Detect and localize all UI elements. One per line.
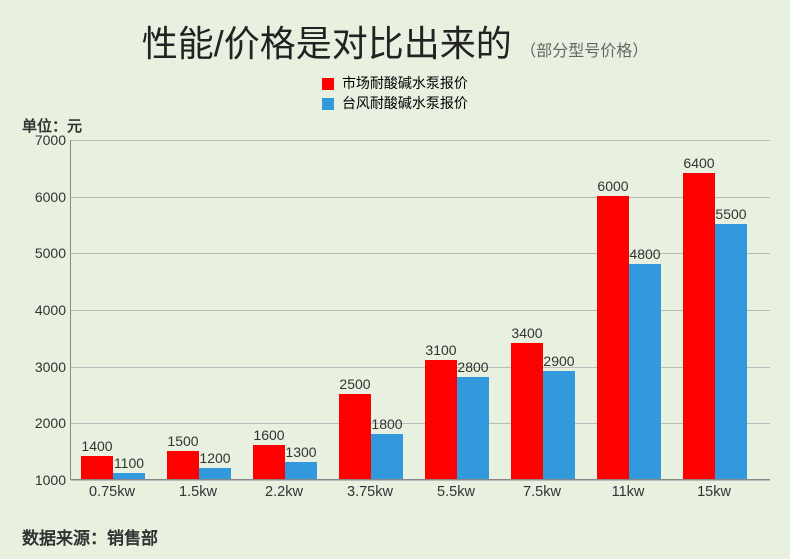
grid-line	[71, 197, 770, 198]
y-tick-label: 4000	[22, 302, 66, 318]
bar-series-a	[597, 196, 629, 479]
bar-label-b: 1300	[281, 444, 321, 460]
x-tick-label: 11kw	[585, 484, 671, 500]
bar-label-a: 1600	[249, 427, 289, 443]
bar-series-b	[457, 377, 489, 479]
legend-item-b: 台风耐酸碱水泵报价	[0, 93, 790, 113]
bar-series-b	[371, 434, 403, 479]
legend-swatch-a	[322, 78, 334, 90]
grid-line	[71, 310, 770, 311]
y-tick-label: 1000	[22, 472, 66, 488]
bar-label-a: 1400	[77, 438, 117, 454]
bar-label-b: 1100	[109, 455, 149, 471]
bar-series-a	[339, 394, 371, 479]
bar-series-b	[715, 224, 747, 479]
grid-line	[71, 480, 770, 481]
bar-label-b: 2800	[453, 359, 493, 375]
bar-label-a: 6400	[679, 155, 719, 171]
bar-label-a: 1500	[163, 433, 203, 449]
grid-line	[71, 140, 770, 141]
plot-area: 14001100 15001200 16001300 2500 1800 31002800…	[70, 140, 770, 480]
grid-line	[71, 253, 770, 254]
bar-label-b: 2900	[539, 353, 579, 369]
y-tick-label: 3000	[22, 359, 66, 375]
bar-series-b	[285, 462, 317, 479]
grid-line	[71, 367, 770, 368]
chart: 1000200030004000500060007000 14001100150…	[22, 140, 770, 500]
bar-series-b	[543, 371, 575, 479]
bar-series-b	[629, 264, 661, 479]
y-tick-label: 7000	[22, 132, 66, 148]
source-label: 数据来源：销售部	[22, 524, 158, 549]
bar-label-b: 4800	[625, 246, 665, 262]
grid-line	[71, 423, 770, 424]
bar-label-b: 1800	[367, 416, 407, 432]
bar-series-a	[425, 360, 457, 479]
bar-label-b: 1200	[195, 450, 235, 466]
x-tick-label: 5.5kw	[413, 484, 499, 500]
bar-label-a: 6000	[593, 178, 633, 194]
x-tick-label: 15kw	[671, 484, 757, 500]
title-area: 性能/价格是对比出来的 （部分型号价格）	[0, 0, 790, 67]
sub-title: （部分型号价格）	[520, 43, 648, 60]
x-tick-label: 1.5kw	[155, 484, 241, 500]
x-tick-label: 2.2kw	[241, 484, 327, 500]
bar-label-a: 3400	[507, 325, 547, 341]
legend-swatch-b	[322, 98, 334, 110]
bar-label-a: 2500	[335, 376, 375, 392]
bar-series-b	[113, 473, 145, 479]
x-tick-label: 0.75kw	[69, 484, 155, 500]
legend-label-b: 台风耐酸碱水泵报价	[342, 95, 468, 111]
legend: 市场耐酸碱水泵报价 台风耐酸碱水泵报价	[0, 73, 790, 113]
bar-series-b	[199, 468, 231, 479]
legend-item-a: 市场耐酸碱水泵报价	[0, 73, 790, 93]
y-tick-label: 2000	[22, 415, 66, 431]
x-tick-label: 7.5kw	[499, 484, 585, 500]
bar-label-b: 5500	[711, 206, 751, 222]
main-title: 性能/价格是对比出来的	[142, 23, 512, 64]
x-tick-label: 3.75kw	[327, 484, 413, 500]
y-tick-label: 6000	[22, 189, 66, 205]
legend-label-a: 市场耐酸碱水泵报价	[342, 75, 468, 91]
bar-label-a: 3100	[421, 342, 461, 358]
y-tick-label: 5000	[22, 245, 66, 261]
